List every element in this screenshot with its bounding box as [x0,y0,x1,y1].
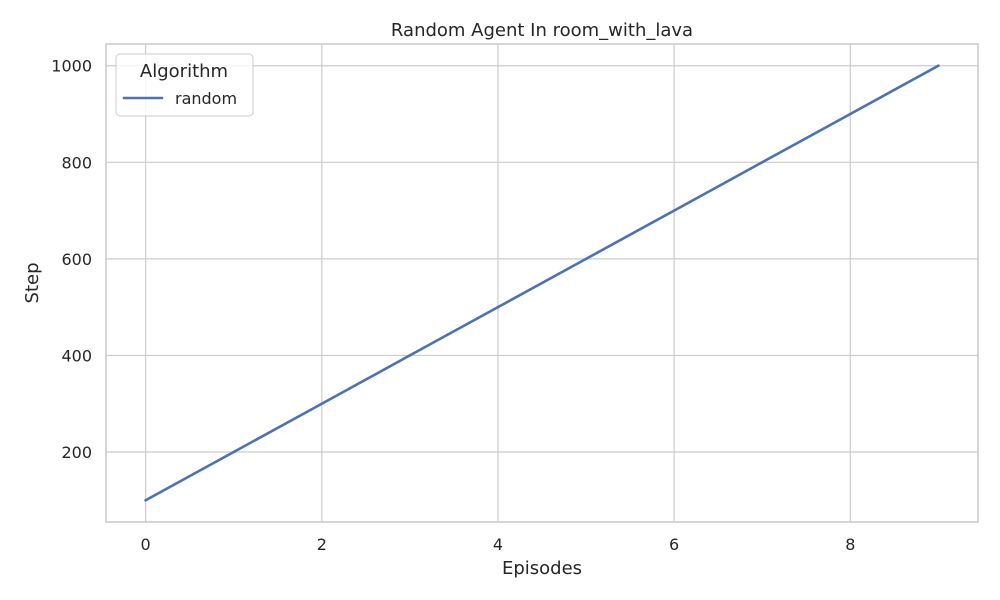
data-point [320,402,324,406]
data-point [584,257,588,261]
grid [106,44,978,522]
legend: Algorithm random [115,53,254,117]
data-point [232,450,236,454]
x-tick-label: 2 [317,535,327,554]
x-tick-label: 6 [669,535,679,554]
legend-box [115,53,254,117]
y-tick-label: 600 [61,250,92,269]
x-tick-label: 0 [141,535,151,554]
tick-labels: 0 2 4 6 8 200 400 600 800 1000 [51,57,855,554]
chart-title: Random Agent In room_with_lava [391,20,693,41]
plot-frame [105,43,979,523]
x-tick-label: 8 [845,535,855,554]
series-lines [144,64,940,502]
y-tick-label: 1000 [51,57,92,76]
y-axis-label: Step [22,263,43,304]
data-point [144,498,147,502]
data-point [408,354,412,357]
y-tick-label: 400 [61,346,92,365]
data-point [937,64,940,68]
y-tick-label: 800 [61,153,92,172]
data-point [760,160,764,164]
series-line-random [144,64,940,502]
x-axis-label: Episodes [502,558,582,579]
x-tick-label: 4 [493,535,503,554]
legend-title: Algorithm [140,61,228,82]
legend-label-random: random [175,89,237,108]
data-point [848,112,852,116]
y-tick-label: 200 [61,443,92,462]
data-point [672,209,676,212]
data-point [496,305,500,309]
